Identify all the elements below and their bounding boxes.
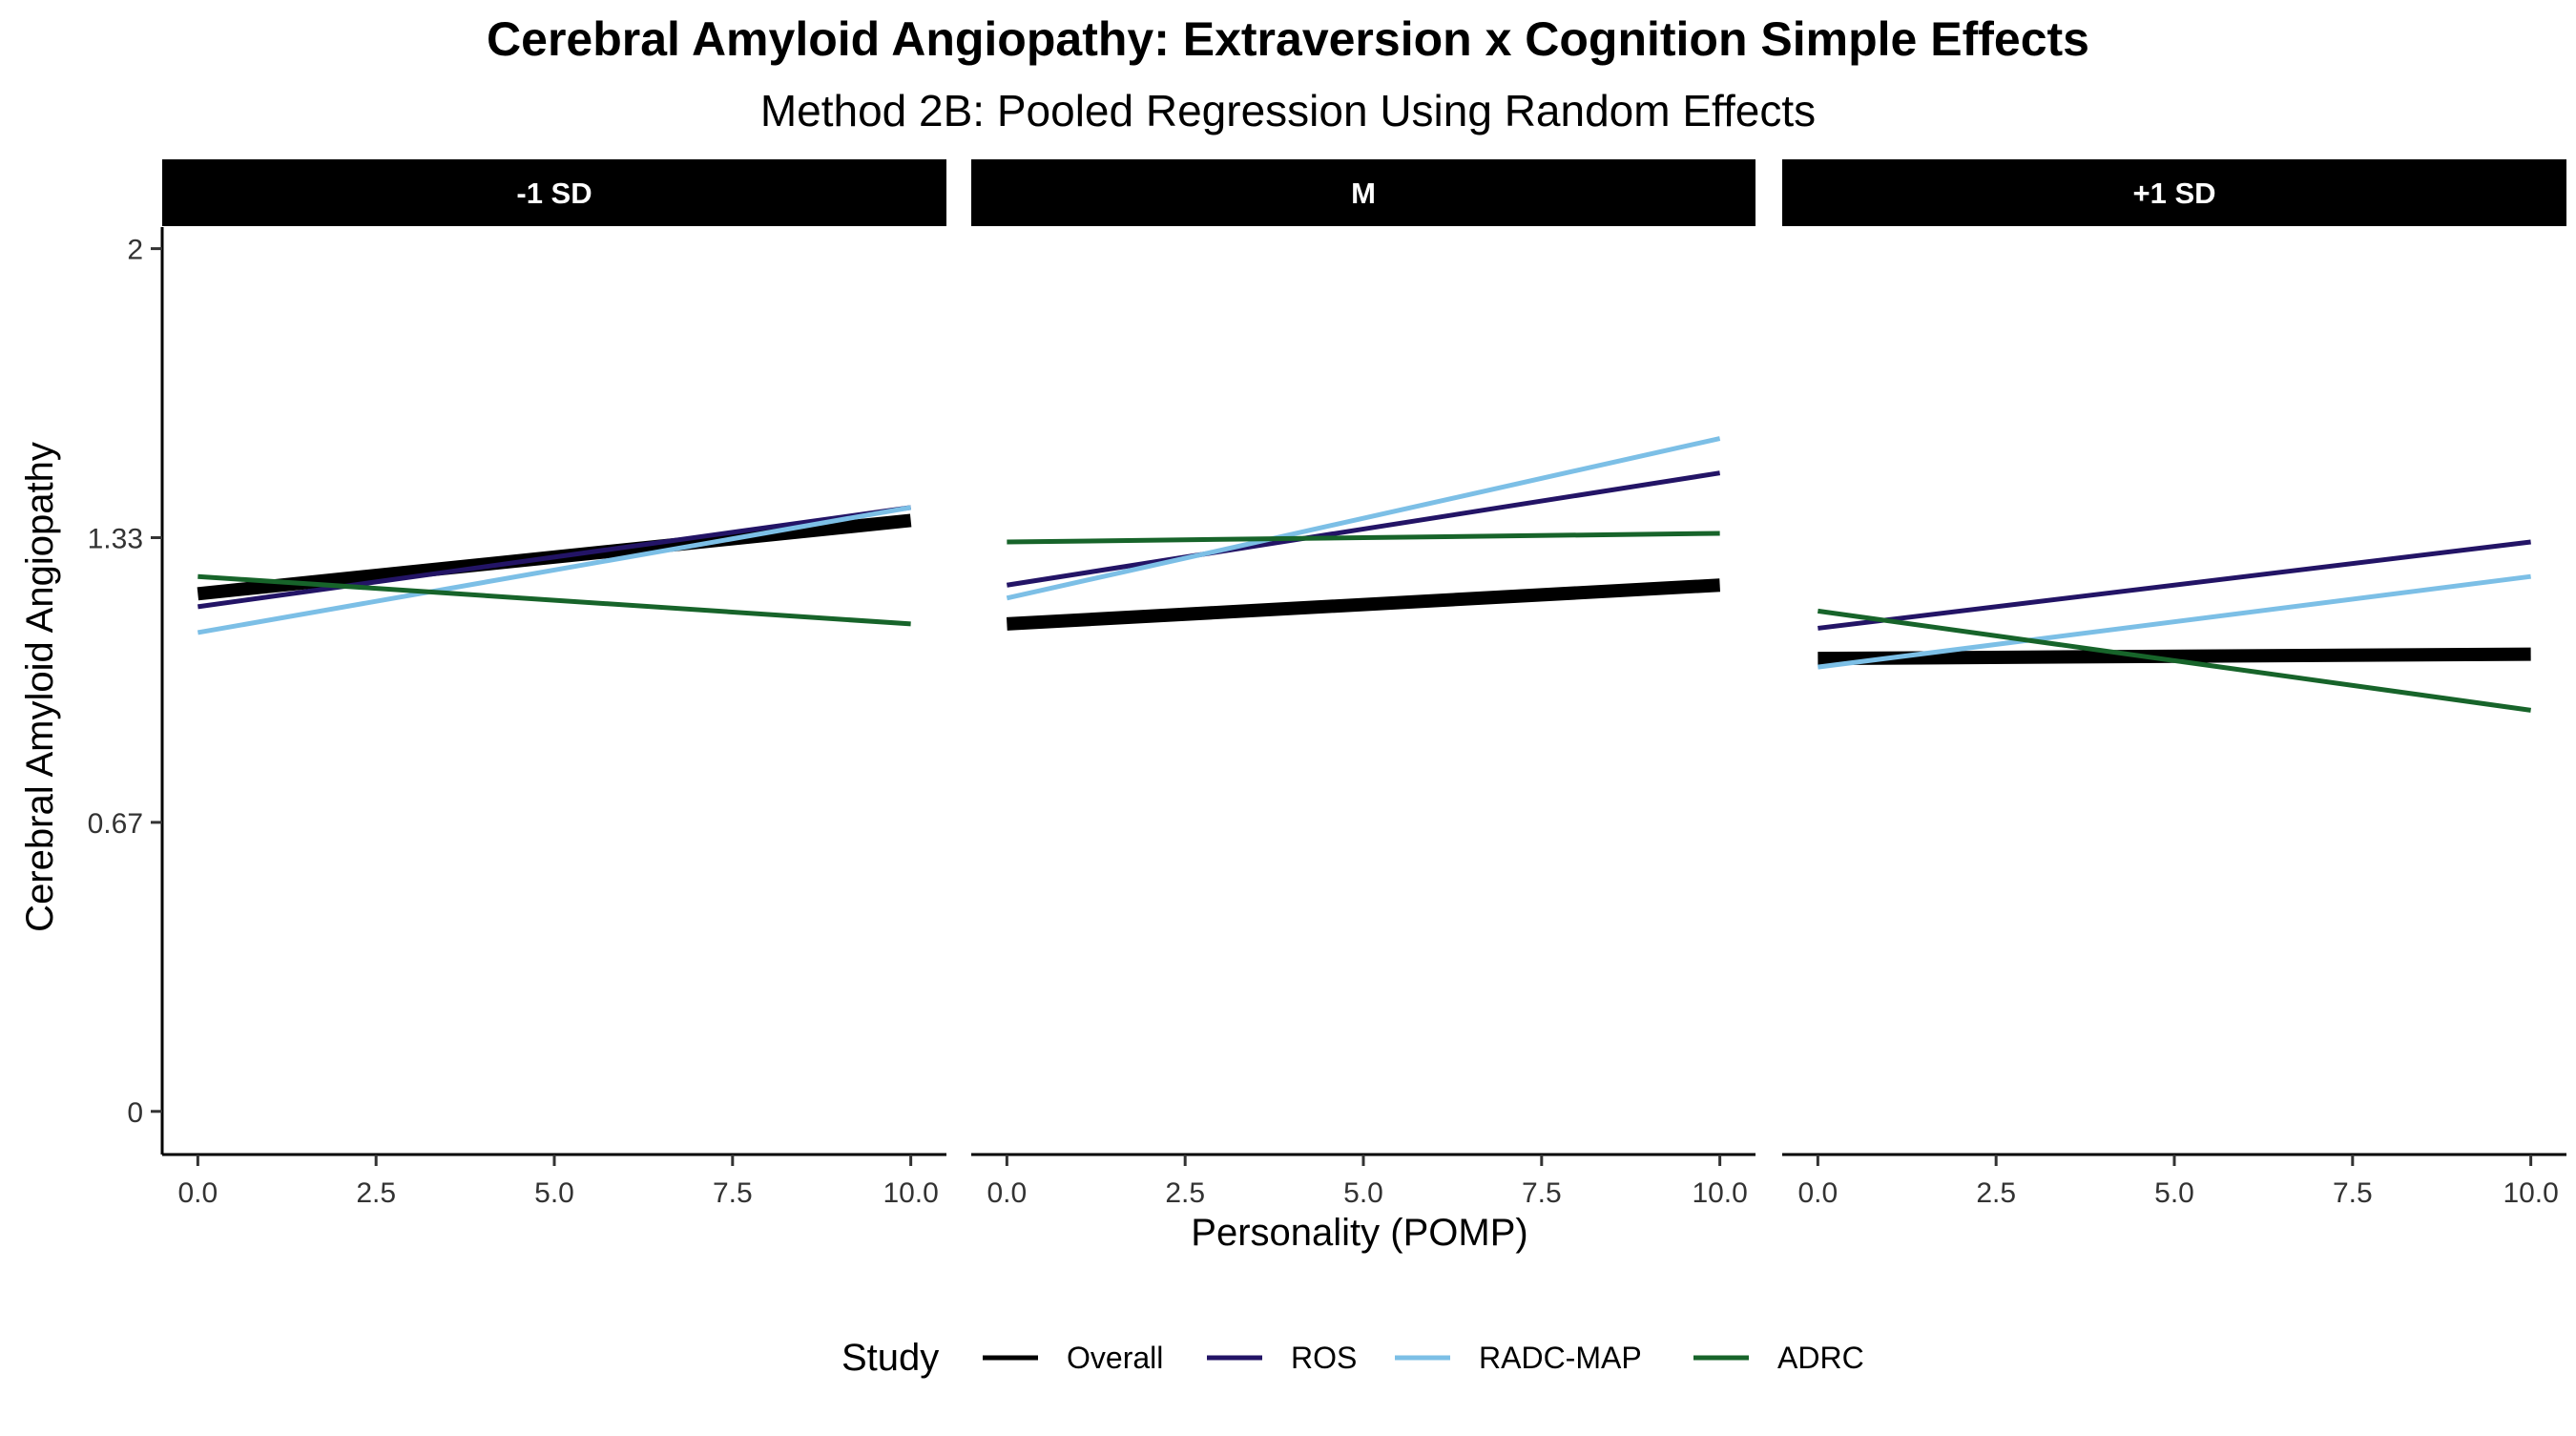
series-line-adrc-m xyxy=(1007,531,1720,545)
x-tick-label: 7.5 xyxy=(713,1177,753,1209)
y-tick-label: 2 xyxy=(127,235,143,266)
x-tick-label: 7.5 xyxy=(2333,1177,2373,1209)
series-line-overall-1-sd xyxy=(1818,647,2531,666)
x-tick-label: 0.0 xyxy=(1798,1177,1839,1209)
y-axis-label: Cerebral Amyloid Angiopathy xyxy=(19,442,61,932)
panel-strip xyxy=(162,159,946,226)
panel-strip-label: +1 SD xyxy=(2132,177,2215,210)
x-tick-label: 2.5 xyxy=(356,1177,396,1209)
series-line-ros-1-sd xyxy=(197,505,911,610)
legend-label-radc-map: RADC-MAP xyxy=(1479,1341,1642,1375)
panel-strip-label: -1 SD xyxy=(516,177,592,210)
x-tick-label: 0.0 xyxy=(987,1177,1028,1209)
legend-label-adrc: ADRC xyxy=(1777,1341,1864,1375)
x-tick-label: 2.5 xyxy=(1976,1177,2016,1209)
series-line-ros-1-sd xyxy=(1818,539,2531,631)
series-line-radc-map-m xyxy=(1006,436,1721,601)
x-tick-label: 10.0 xyxy=(883,1177,938,1209)
x-tick-label: 5.0 xyxy=(2154,1177,2194,1209)
legend-label-overall: Overall xyxy=(1067,1341,1163,1375)
legend-title: Study xyxy=(841,1337,939,1379)
panel-1: -1 SD 0.0 2.5 5.0 7.5 10.0 0 0.67 1.33 2 xyxy=(88,159,946,1209)
panels-layer: -1 SD 0.0 2.5 5.0 7.5 10.0 0 0.67 1.33 2 M 0.0 2.5 5.… xyxy=(88,159,2566,1209)
x-tick-label: 5.0 xyxy=(534,1177,574,1209)
series-line-overall-m xyxy=(1006,578,1721,631)
chart-title: Cerebral Amyloid Angiopathy: Extraversio… xyxy=(487,12,2089,66)
panel-strip xyxy=(971,159,1755,226)
x-tick-label: 5.0 xyxy=(1343,1177,1383,1209)
panel-2: M 0.0 2.5 5.0 7.5 10.0 xyxy=(971,159,1755,1209)
x-tick-label: 7.5 xyxy=(1522,1177,1562,1209)
x-tick-label: 10.0 xyxy=(1692,1177,1747,1209)
series-line-adrc-1-sd xyxy=(197,573,911,627)
series-line-ros-m xyxy=(1006,470,1721,588)
panel-strip-label: M xyxy=(1351,177,1376,210)
series-line-radc-map-1-sd xyxy=(197,505,912,635)
y-tick-label: 1.33 xyxy=(88,524,143,555)
x-tick-label: 0.0 xyxy=(178,1177,218,1209)
series-line-adrc-1-sd xyxy=(1818,608,2531,713)
y-tick-label: 0.67 xyxy=(88,808,143,840)
chart-subtitle: Method 2B: Pooled Regression Using Rando… xyxy=(760,86,1816,135)
x-axis-label: Personality (POMP) xyxy=(1191,1212,1527,1254)
panel-strip xyxy=(1782,159,2566,226)
x-tick-label: 2.5 xyxy=(1165,1177,1205,1209)
legend-label-ros: ROS xyxy=(1291,1341,1357,1375)
series-line-radc-map-1-sd xyxy=(1818,573,2531,670)
legend: Study Overall ROS RADC-MAP ADRC xyxy=(841,1337,1864,1379)
panel-3: +1 SD 0.0 2.5 5.0 7.5 10.0 xyxy=(1782,159,2566,1209)
y-tick-label: 0 xyxy=(127,1097,143,1129)
x-tick-label: 10.0 xyxy=(2503,1177,2558,1209)
